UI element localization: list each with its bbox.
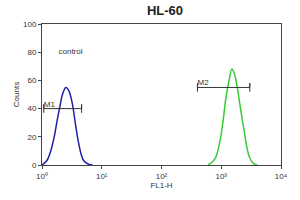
- svg-text:0: 0: [32, 161, 37, 170]
- svg-text:M1: M1: [44, 100, 56, 109]
- svg-text:100: 100: [23, 20, 37, 29]
- svg-text:control: control: [59, 47, 83, 56]
- svg-text:HL-60: HL-60: [147, 3, 183, 18]
- svg-text:60: 60: [27, 76, 36, 85]
- svg-text:80: 80: [27, 48, 36, 57]
- svg-text:M2: M2: [197, 78, 209, 87]
- svg-text:10¹: 10¹: [96, 172, 108, 181]
- svg-text:10⁰: 10⁰: [36, 172, 48, 181]
- svg-text:10²: 10²: [156, 172, 168, 181]
- svg-text:10⁴: 10⁴: [275, 172, 288, 181]
- svg-text:FL1-H: FL1-H: [150, 181, 172, 190]
- svg-text:Counts: Counts: [12, 82, 21, 107]
- svg-text:40: 40: [27, 104, 36, 113]
- svg-text:10³: 10³: [215, 172, 227, 181]
- svg-text:20: 20: [27, 133, 36, 142]
